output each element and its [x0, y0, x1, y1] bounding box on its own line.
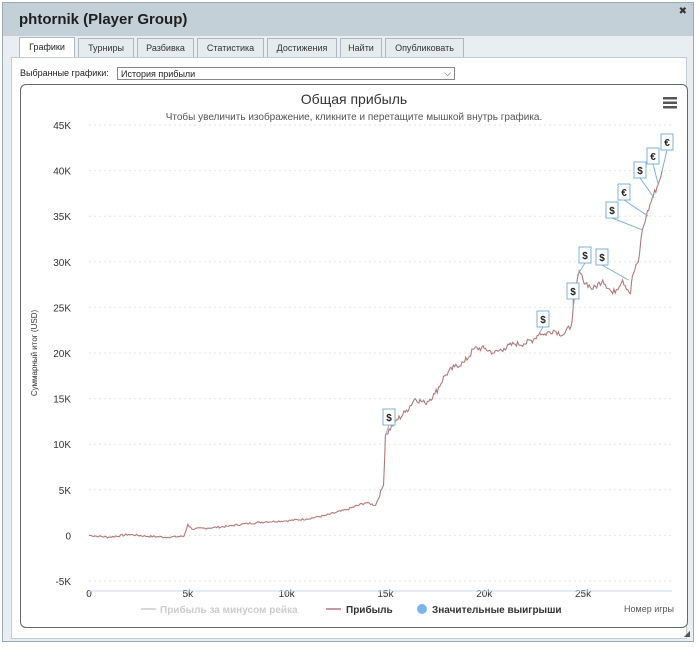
menu-icon[interactable]	[663, 97, 677, 109]
big-win-flag-symbol: €	[664, 138, 670, 149]
big-win-flag-connector	[639, 177, 655, 199]
x-tick-label: 20k	[476, 589, 493, 600]
big-win-flag-symbol: $	[637, 166, 643, 177]
x-axis-label: Номер игры	[624, 604, 674, 614]
x-tick-label: 10k	[279, 589, 296, 600]
tab-publish[interactable]: Опубликовать	[385, 38, 464, 57]
chart-grid	[89, 124, 672, 582]
big-win-flag-connector	[611, 217, 643, 231]
resize-handle-icon[interactable]: ◢	[683, 629, 690, 638]
chart-select[interactable]: История прибыли ⌵	[117, 67, 455, 80]
y-tick-label: 0	[65, 531, 71, 542]
big-win-flag-connector	[661, 149, 668, 171]
y-axis-label: Суммарный итог (USD)	[30, 310, 39, 397]
profit-chart-container[interactable]: -5K 0 5K 10K 15K 20K 25K 30K 35K 40K 45K 0 5k 10k 15k…	[20, 84, 688, 628]
big-win-flag-symbol: €	[621, 188, 627, 199]
big-win-flag[interactable]: €	[646, 147, 660, 185]
profit-chart[interactable]: -5K 0 5K 10K 15K 20K 25K 30K 35K 40K 45K 0 5k 10k 15k…	[21, 85, 687, 627]
big-win-flag-box	[633, 161, 647, 179]
tab-charts[interactable]: Графики	[19, 37, 75, 58]
tab-breakdown[interactable]: Разбивка	[137, 38, 194, 57]
big-win-flag-box	[566, 282, 580, 300]
big-win-flag[interactable]: $	[566, 282, 580, 308]
big-win-flag-box	[382, 408, 396, 426]
big-win-flag-box	[595, 248, 609, 266]
y-tick-label: 40K	[53, 167, 71, 178]
x-tick-label: 0	[86, 589, 92, 600]
big-win-flag[interactable]: €	[660, 133, 674, 171]
series-line-profit	[88, 170, 663, 539]
legend-profit-label: Прибыль	[346, 604, 393, 616]
tab-tournaments[interactable]: Турниры	[78, 38, 134, 57]
chart-select-label: Выбранные графики:	[20, 68, 109, 78]
big-win-flag-symbol: €	[650, 152, 656, 163]
big-win-flag[interactable]: $	[576, 246, 592, 276]
x-tick-label: 25k	[575, 589, 592, 600]
legend-item-big-wins[interactable]: Значительные выигрыши	[417, 604, 562, 616]
window-title: phtornik (Player Group)	[19, 11, 188, 28]
x-axis-ticks: 0 5k 10k 15k 20k 25k	[86, 589, 592, 600]
tab-achievements[interactable]: Достижения	[267, 38, 337, 57]
legend-big-wins-swatch	[417, 604, 427, 614]
big-win-flag-box	[605, 201, 619, 219]
y-tick-label: 15K	[53, 395, 71, 406]
close-icon[interactable]: ✖	[678, 6, 687, 17]
y-tick-label: 20K	[53, 349, 71, 360]
big-win-flag[interactable]: $	[595, 248, 629, 281]
tab-statistics[interactable]: Статистика	[197, 38, 264, 57]
window-titlebar[interactable]: phtornik (Player Group) ✖	[3, 3, 693, 36]
big-win-flag-symbol: $	[386, 413, 392, 424]
big-win-flag-symbol: $	[609, 206, 615, 217]
big-win-flag-symbol: $	[599, 253, 605, 264]
player-group-window: phtornik (Player Group) ✖ Графики Турнир…	[2, 2, 694, 642]
chart-title: Общая прибыль	[301, 91, 407, 107]
chevron-down-icon: ⌵	[444, 68, 451, 78]
y-tick-label: 45K	[53, 121, 71, 132]
big-win-flag-symbol: $	[540, 315, 546, 326]
big-win-flag-connector	[601, 264, 629, 281]
big-win-flag-symbol: $	[582, 251, 588, 262]
big-win-flag-connector	[576, 262, 586, 276]
plot-area: $ $ $ $ $ $ € $ € €	[88, 133, 674, 539]
y-tick-label: -5K	[55, 577, 71, 588]
big-win-flags[interactable]: $ $ $ $ $ $ € $ € €	[382, 133, 674, 436]
big-win-flag-box	[578, 246, 592, 264]
chart-legend: Прибыль за минусом рейка Прибыль Значите…	[141, 604, 562, 616]
legend-item-rake[interactable]: Прибыль за минусом рейка	[141, 604, 298, 616]
big-win-flag-symbol: $	[570, 287, 576, 298]
big-win-flag-connector	[652, 163, 659, 185]
charts-panel: Выбранные графики: История прибыли ⌵ -5K…	[11, 57, 688, 639]
y-tick-label: 25K	[53, 303, 71, 314]
big-win-flag-connector	[539, 326, 544, 334]
chart-select-value: История прибыли	[121, 69, 196, 79]
y-tick-label: 35K	[53, 212, 71, 223]
big-win-flag-box	[536, 310, 550, 328]
big-win-flag-box	[617, 183, 631, 201]
legend-big-wins-label: Значительные выигрыши	[432, 605, 562, 616]
big-win-flag-box	[660, 133, 674, 151]
chart-subtitle: Чтобы увеличить изображение, кликните и …	[166, 111, 543, 123]
y-tick-label: 10K	[53, 440, 71, 451]
x-tick-label: 15k	[377, 589, 394, 600]
y-axis-ticks: -5K 0 5K 10K 15K 20K 25K 30K 35K 40K 45K	[53, 121, 71, 588]
big-win-flag[interactable]: $	[605, 201, 643, 231]
y-tick-label: 30K	[53, 258, 71, 269]
tab-find[interactable]: Найти	[340, 38, 382, 57]
big-win-flag-connector	[623, 199, 649, 217]
big-win-flag[interactable]: €	[617, 183, 649, 217]
big-win-flag[interactable]: $	[536, 310, 550, 334]
legend-item-profit[interactable]: Прибыль	[326, 604, 393, 616]
big-win-flag-connector	[384, 424, 390, 436]
x-tick-label: 5k	[183, 589, 195, 600]
big-win-flag-box	[646, 147, 660, 165]
big-win-flag[interactable]: $	[633, 161, 655, 199]
legend-rake-label: Прибыль за минусом рейка	[160, 604, 298, 616]
y-tick-label: 5K	[59, 486, 72, 497]
big-win-flag[interactable]: $	[382, 408, 396, 436]
